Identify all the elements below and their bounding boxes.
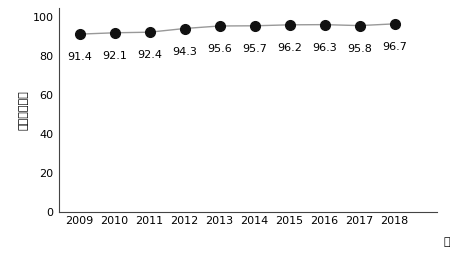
Text: 92.1: 92.1 — [102, 51, 127, 61]
Text: 96.3: 96.3 — [312, 43, 337, 53]
Text: 96.2: 96.2 — [277, 43, 302, 53]
Text: 92.4: 92.4 — [137, 50, 162, 60]
Text: 96.7: 96.7 — [382, 42, 407, 52]
Text: （年度）: （年度） — [443, 237, 450, 247]
Text: 95.7: 95.7 — [242, 44, 267, 54]
Text: 95.8: 95.8 — [347, 44, 372, 54]
Y-axis label: 達成率（％）: 達成率（％） — [18, 90, 28, 130]
Text: 95.6: 95.6 — [207, 44, 232, 54]
Text: 91.4: 91.4 — [67, 52, 92, 62]
Text: 94.3: 94.3 — [172, 46, 197, 57]
